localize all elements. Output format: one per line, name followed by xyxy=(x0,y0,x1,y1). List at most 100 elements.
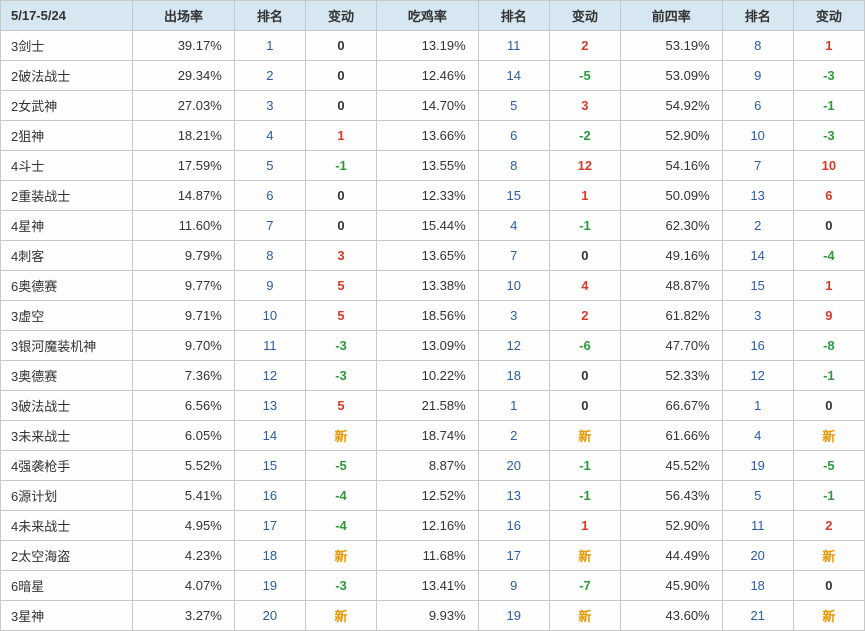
cell-rate3: 53.09% xyxy=(620,61,722,91)
cell-rank2: 10 xyxy=(478,271,549,301)
table-body: 3剑士39.17%1013.19%11253.19%812破法战士29.34%2… xyxy=(1,31,865,631)
cell-name: 6暗星 xyxy=(1,571,133,601)
col-chg1: 变动 xyxy=(305,1,376,31)
col-rate1: 出场率 xyxy=(133,1,235,31)
cell-chg1: 0 xyxy=(305,61,376,91)
cell-rank1: 12 xyxy=(234,361,305,391)
cell-chg1: 5 xyxy=(305,301,376,331)
cell-chg3: 1 xyxy=(793,271,864,301)
cell-rank2: 4 xyxy=(478,211,549,241)
cell-rank3: 1 xyxy=(722,391,793,421)
cell-rate3: 62.30% xyxy=(620,211,722,241)
cell-rank3: 13 xyxy=(722,181,793,211)
table-row: 3星神3.27%20新9.93%19新43.60%21新 xyxy=(1,601,865,631)
col-name: 5/17-5/24 xyxy=(1,1,133,31)
cell-rank1: 8 xyxy=(234,241,305,271)
cell-chg2: -5 xyxy=(549,61,620,91)
cell-rank3: 7 xyxy=(722,151,793,181)
cell-chg3: 2 xyxy=(793,511,864,541)
cell-rate1: 9.77% xyxy=(133,271,235,301)
cell-rank2: 20 xyxy=(478,451,549,481)
col-chg3: 变动 xyxy=(793,1,864,31)
cell-rank1: 15 xyxy=(234,451,305,481)
cell-rate2: 13.65% xyxy=(377,241,479,271)
cell-rank3: 12 xyxy=(722,361,793,391)
cell-rate3: 61.66% xyxy=(620,421,722,451)
cell-chg3: -1 xyxy=(793,91,864,121)
cell-chg2: 3 xyxy=(549,91,620,121)
cell-rank3: 19 xyxy=(722,451,793,481)
cell-chg1: 0 xyxy=(305,181,376,211)
cell-rank3: 4 xyxy=(722,421,793,451)
cell-rate1: 5.52% xyxy=(133,451,235,481)
cell-name: 4刺客 xyxy=(1,241,133,271)
cell-rank2: 15 xyxy=(478,181,549,211)
cell-rate1: 6.05% xyxy=(133,421,235,451)
cell-rank1: 5 xyxy=(234,151,305,181)
table-row: 2破法战士29.34%2012.46%14-553.09%9-3 xyxy=(1,61,865,91)
cell-rate2: 11.68% xyxy=(377,541,479,571)
cell-rank1: 4 xyxy=(234,121,305,151)
cell-chg1: 0 xyxy=(305,31,376,61)
cell-chg1: -3 xyxy=(305,361,376,391)
cell-chg3: -8 xyxy=(793,331,864,361)
cell-chg2: 4 xyxy=(549,271,620,301)
cell-rate1: 6.56% xyxy=(133,391,235,421)
cell-rate3: 45.52% xyxy=(620,451,722,481)
cell-rank3: 6 xyxy=(722,91,793,121)
cell-rate2: 21.58% xyxy=(377,391,479,421)
cell-rate1: 4.23% xyxy=(133,541,235,571)
cell-name: 3虚空 xyxy=(1,301,133,331)
cell-name: 2破法战士 xyxy=(1,61,133,91)
cell-name: 3破法战士 xyxy=(1,391,133,421)
cell-chg2: -1 xyxy=(549,211,620,241)
cell-rate2: 12.52% xyxy=(377,481,479,511)
table-row: 3剑士39.17%1013.19%11253.19%81 xyxy=(1,31,865,61)
cell-rank1: 14 xyxy=(234,421,305,451)
cell-chg1: 0 xyxy=(305,91,376,121)
cell-chg1: 3 xyxy=(305,241,376,271)
cell-chg2: -7 xyxy=(549,571,620,601)
cell-name: 4未来战士 xyxy=(1,511,133,541)
table-row: 6暗星4.07%19-313.41%9-745.90%180 xyxy=(1,571,865,601)
cell-name: 3星神 xyxy=(1,601,133,631)
cell-rank2: 9 xyxy=(478,571,549,601)
cell-rank2: 1 xyxy=(478,391,549,421)
cell-name: 3银河魔装机神 xyxy=(1,331,133,361)
cell-rate3: 61.82% xyxy=(620,301,722,331)
cell-chg2: 2 xyxy=(549,301,620,331)
cell-chg3: -5 xyxy=(793,451,864,481)
cell-rate3: 43.60% xyxy=(620,601,722,631)
cell-rank2: 11 xyxy=(478,31,549,61)
cell-chg3: 新 xyxy=(793,601,864,631)
col-chg2: 变动 xyxy=(549,1,620,31)
col-rank1: 排名 xyxy=(234,1,305,31)
cell-rate2: 13.38% xyxy=(377,271,479,301)
table-row: 3银河魔装机神9.70%11-313.09%12-647.70%16-8 xyxy=(1,331,865,361)
cell-chg3: -4 xyxy=(793,241,864,271)
cell-rate2: 18.74% xyxy=(377,421,479,451)
cell-chg2: -2 xyxy=(549,121,620,151)
cell-rank2: 3 xyxy=(478,301,549,331)
cell-rank2: 16 xyxy=(478,511,549,541)
cell-rank2: 12 xyxy=(478,331,549,361)
cell-chg1: -4 xyxy=(305,511,376,541)
cell-rate1: 14.87% xyxy=(133,181,235,211)
cell-rate2: 15.44% xyxy=(377,211,479,241)
cell-rank1: 9 xyxy=(234,271,305,301)
cell-rank1: 18 xyxy=(234,541,305,571)
cell-rank2: 17 xyxy=(478,541,549,571)
cell-chg1: 1 xyxy=(305,121,376,151)
cell-rate1: 4.95% xyxy=(133,511,235,541)
cell-rate1: 5.41% xyxy=(133,481,235,511)
cell-rate2: 12.16% xyxy=(377,511,479,541)
cell-chg2: -6 xyxy=(549,331,620,361)
cell-chg1: -3 xyxy=(305,331,376,361)
cell-chg3: 10 xyxy=(793,151,864,181)
cell-rank1: 3 xyxy=(234,91,305,121)
cell-rank3: 14 xyxy=(722,241,793,271)
cell-chg1: -3 xyxy=(305,571,376,601)
cell-rate3: 52.33% xyxy=(620,361,722,391)
cell-rate2: 10.22% xyxy=(377,361,479,391)
cell-name: 3奥德赛 xyxy=(1,361,133,391)
